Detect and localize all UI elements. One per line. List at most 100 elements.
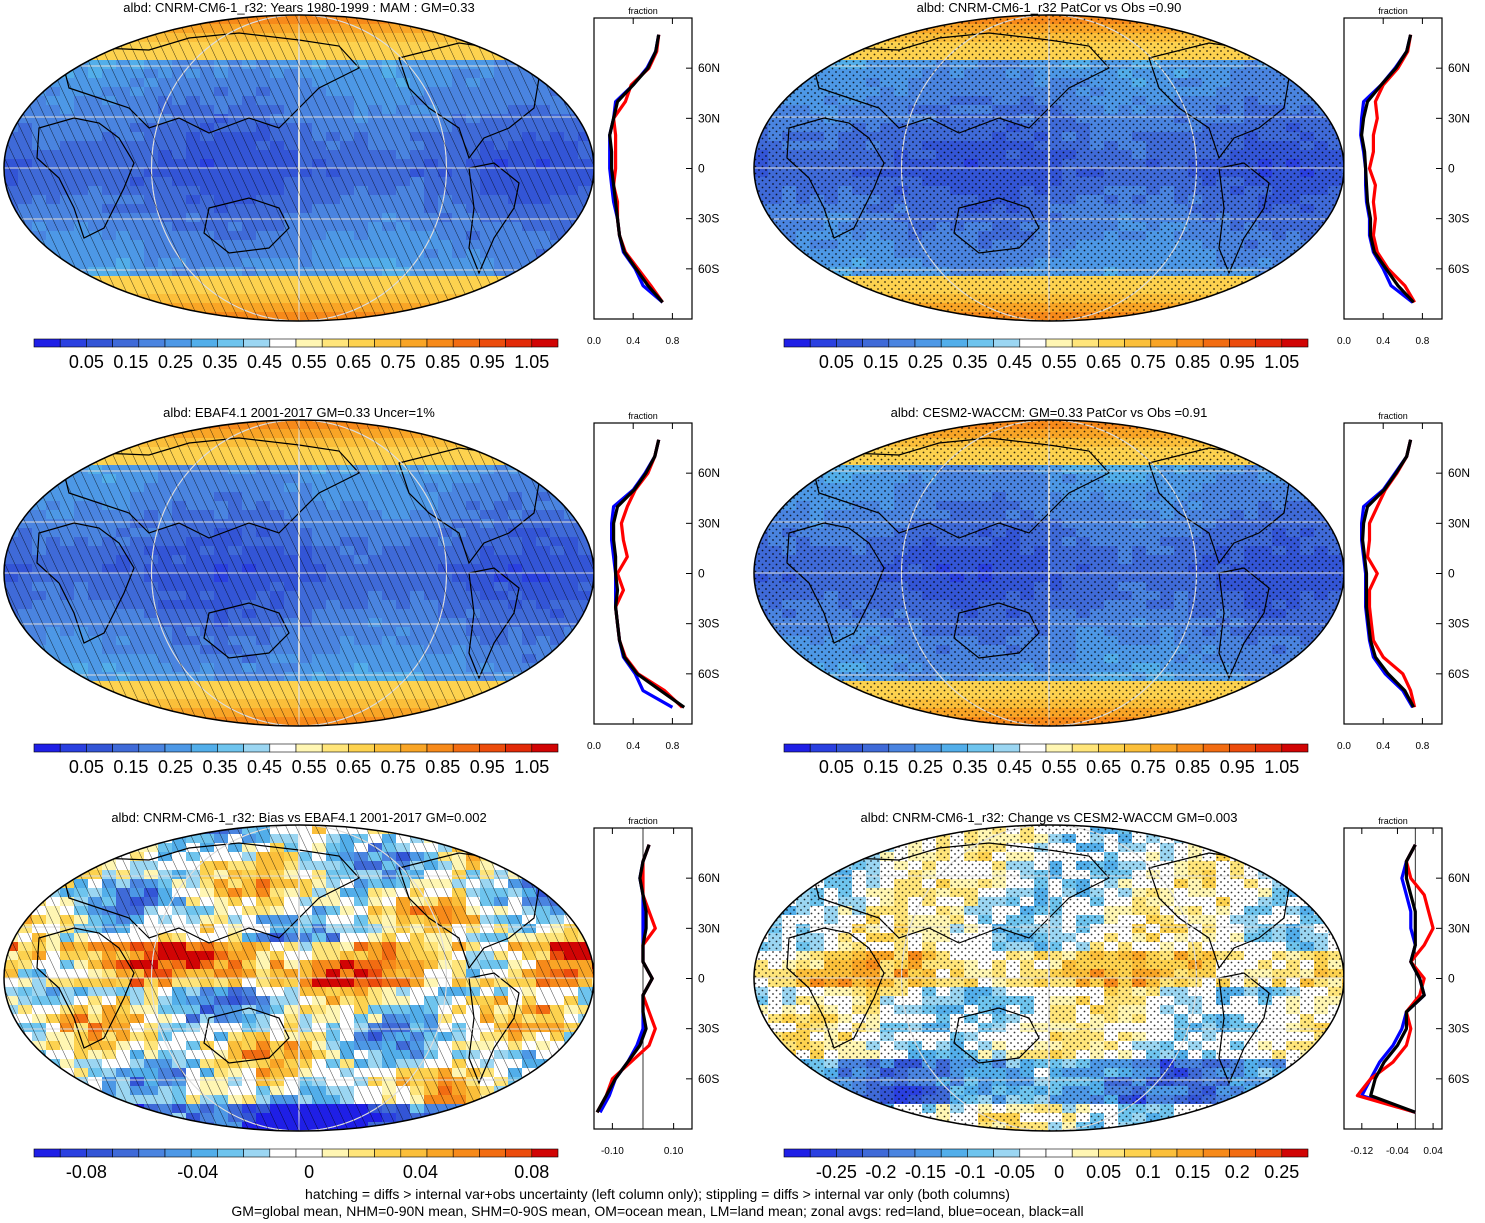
profile-lat-label: 30S (1448, 1022, 1469, 1036)
profile-lat-label: 0 (698, 567, 705, 581)
profile-lat-label: 30N (698, 111, 720, 125)
profile-lat-label: 0 (698, 972, 705, 986)
profile-lat-label: 30N (1448, 516, 1470, 530)
colorbar-tick-label: 0.55 (292, 352, 327, 372)
panel-p1: albd: CNRM-CM6-1_r32: Years 1980-1999 : … (0, 0, 720, 372)
colorbar-tick-label: -0.1 (955, 1162, 986, 1182)
profile-x-tick-label: 0.0 (587, 336, 601, 347)
panel-p6: albd: CNRM-CM6-1_r32: Change vs CESM2-WA… (750, 810, 1470, 1182)
profile-top-label: fraction (1378, 6, 1408, 16)
colorbar-tick-label: 0.35 (952, 352, 987, 372)
colorbar-tick-label: 0.25 (158, 352, 193, 372)
profile-top-label: fraction (1378, 816, 1408, 826)
profile-top-label: fraction (628, 816, 658, 826)
profile-x-tick-label: 0.4 (1376, 336, 1390, 347)
colorbar-tick-label: 0.1 (1136, 1162, 1161, 1182)
profile-lat-label: 30S (698, 1022, 719, 1036)
profile-lat-label: 30N (698, 921, 720, 935)
colorbar-tick-label: 0.95 (470, 757, 505, 777)
profile-x-tick-label: 0.10 (664, 1146, 684, 1157)
colorbar-tick-label: 0.35 (202, 352, 237, 372)
profile-x-tick-label: 0.8 (1415, 741, 1429, 752)
profile-x-tick-label: 0.4 (626, 336, 640, 347)
profile-x-tick-label: 0.4 (626, 741, 640, 752)
significance-overlay (754, 825, 1344, 1131)
colorbar-tick-label: 0.45 (997, 352, 1032, 372)
colorbar-tick-label: 0.15 (863, 352, 898, 372)
profile-x-tick-label: 0.8 (665, 336, 679, 347)
colorbar-tick-label: 0.95 (1220, 757, 1255, 777)
profile-lat-label: 60S (698, 667, 719, 681)
colorbar-tick-label: -0.25 (816, 1162, 857, 1182)
profile-lat-label: 60N (698, 466, 720, 480)
profile-x-tick-label: 0.0 (587, 741, 601, 752)
colorbar-tick-label: 0.05 (69, 757, 104, 777)
panel-title: albd: CNRM-CM6-1_r32: Bias vs EBAF4.1 20… (111, 810, 486, 825)
panel-p4: albd: CESM2-WACCM: GM=0.33 PatCor vs Obs… (750, 405, 1470, 777)
colorbar-tick-label: 0 (1054, 1162, 1064, 1182)
panel-title: albd: CESM2-WACCM: GM=0.33 PatCor vs Obs… (891, 405, 1208, 420)
colorbar-tick-label: 0.95 (1220, 352, 1255, 372)
profile-lat-label: 60S (1448, 667, 1469, 681)
profile-lat-label: 60N (1448, 466, 1470, 480)
panel-title: albd: EBAF4.1 2001-2017 GM=0.33 Uncer=1% (163, 405, 435, 420)
significance-overlay (4, 420, 594, 726)
colorbar-tick-label: 0.55 (1042, 352, 1077, 372)
profile-x-tick-label: 0.04 (1423, 1146, 1443, 1157)
profile-x-tick-label: 0.4 (1376, 741, 1390, 752)
colorbar-tick-label: 1.05 (514, 352, 549, 372)
profile-lat-label: 0 (1448, 162, 1455, 176)
colorbar-tick-label: 0.65 (336, 352, 371, 372)
colorbar-tick-label: 0.65 (336, 757, 371, 777)
colorbar-tick-label: 0.65 (1086, 352, 1121, 372)
colorbar-tick-label: 0.05 (819, 757, 854, 777)
colorbar-tick-label: 0.15 (113, 352, 148, 372)
colorbar-tick-label: 1.05 (1264, 352, 1299, 372)
profile-lat-label: 60N (1448, 871, 1470, 885)
zonal-profile: fraction -0.10 0.10 60N 30N 0 30S 60S (594, 816, 720, 1157)
panel-p2: albd: CNRM-CM6-1_r32 PatCor vs Obs =0.90… (750, 0, 1470, 372)
profile-lat-label: 30N (698, 516, 720, 530)
colorbar-tick-label: -0.2 (865, 1162, 896, 1182)
colorbar-tick-label: 0.75 (381, 352, 416, 372)
colorbar-tick-label: 0.15 (113, 757, 148, 777)
colorbar-tick-label: 0 (304, 1162, 314, 1182)
significance-overlay (4, 15, 594, 321)
significance-overlay (4, 825, 594, 1131)
colorbar-tick-label: -0.04 (177, 1162, 218, 1182)
colorbar-tick-label: 0.05 (1086, 1162, 1121, 1182)
profile-lat-label: 30S (1448, 212, 1469, 226)
profile-x-tick-label: -0.12 (1350, 1146, 1373, 1157)
profile-lat-label: 60N (698, 871, 720, 885)
panel-title: albd: CNRM-CM6-1_r32 PatCor vs Obs =0.90 (917, 0, 1182, 15)
profile-x-tick-label: -0.10 (601, 1146, 624, 1157)
colorbar-tick-label: 0.15 (863, 757, 898, 777)
colorbar-tick-label: 0.2 (1225, 1162, 1250, 1182)
colorbar-tick-label: 0.65 (1086, 757, 1121, 777)
colorbar-tick-label: 1.05 (1264, 757, 1299, 777)
colorbar-tick-label: 0.35 (202, 757, 237, 777)
colorbar-tick-label: 0.55 (1042, 757, 1077, 777)
colorbar-tick-label: 0.75 (1131, 757, 1166, 777)
profile-lat-label: 60N (698, 61, 720, 75)
colorbar-tick-label: 0.04 (403, 1162, 438, 1182)
profile-lat-label: 60S (1448, 262, 1469, 276)
colorbar-tick-label: 0.45 (247, 352, 282, 372)
footer-means-note: GM=global mean, NHM=0-90N mean, SHM=0-90… (0, 1203, 1315, 1219)
panel-p5: albd: CNRM-CM6-1_r32: Bias vs EBAF4.1 20… (0, 810, 720, 1182)
profile-lat-label: 30S (698, 212, 719, 226)
profile-lat-label: 0 (1448, 567, 1455, 581)
profile-lat-label: 60S (698, 1072, 719, 1086)
colorbar-tick-label: 0.25 (908, 757, 943, 777)
colorbar-tick-label: 0.95 (470, 352, 505, 372)
